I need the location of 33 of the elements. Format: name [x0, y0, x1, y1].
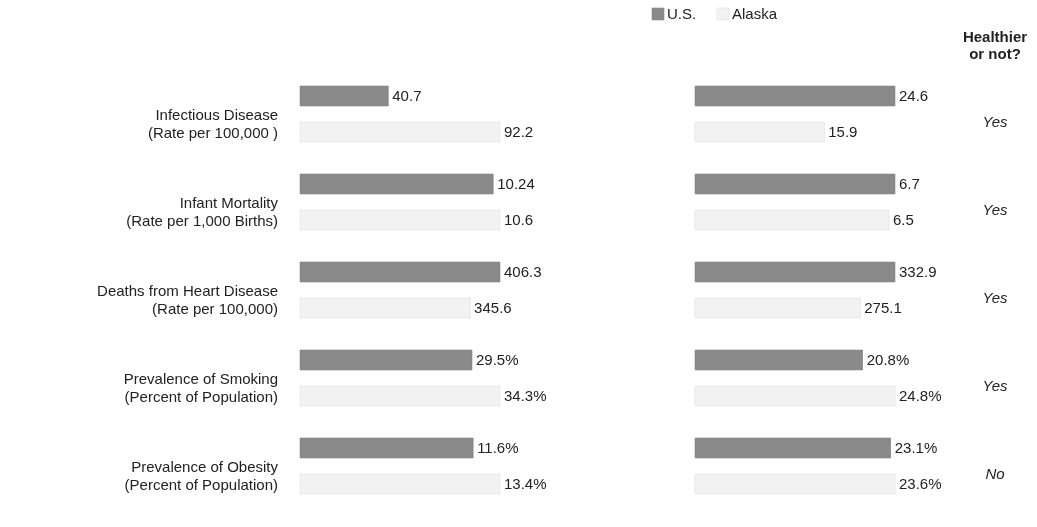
data-label: 15.9 [828, 123, 858, 141]
data-label: 10.6 [504, 211, 534, 229]
data-label: 40.7 [392, 87, 422, 105]
y-tick-label: Deaths from Heart Disease (Rate per 100,000) [97, 282, 278, 318]
data-label: 275.1 [864, 299, 902, 317]
data-label: 10.24 [497, 175, 535, 193]
data-label: 34.3% [504, 387, 547, 405]
y-tick-label: Infectious Disease (Rate per 100,000 ) [147, 106, 278, 142]
legend-label: Alaska [732, 5, 778, 23]
data-label: 11.6% [477, 439, 519, 457]
text: Yes [982, 201, 1008, 219]
data-label: 345.6 [474, 299, 512, 317]
data-label: 29.5% [476, 351, 519, 369]
data-label: 24.6 [899, 87, 929, 105]
text: Yes [982, 113, 1008, 131]
data-label: 92.2 [504, 123, 534, 141]
y-tick-label: Prevalence of Obesity (Percent of Population) [124, 458, 279, 494]
text: No [985, 465, 1005, 483]
data-label: 6.7 [899, 175, 920, 193]
text: Healthier or not? [962, 28, 1028, 63]
data-label: 23.1% [894, 439, 938, 457]
data-label: 332.9 [899, 263, 937, 281]
text: Yes [982, 377, 1008, 395]
data-label: 24.8% [899, 387, 942, 405]
legend-label: U.S. [667, 5, 697, 23]
data-label: 20.8% [866, 351, 910, 369]
text: Yes [982, 289, 1008, 307]
data-label: 13.4% [504, 475, 547, 493]
y-tick-label: Prevalence of Smoking (Percent of Population) [123, 370, 278, 406]
y-tick-label: Infant Mortality (Rate per 1,000 Births) [126, 194, 279, 230]
data-label: 6.5 [893, 211, 914, 229]
data-label: 406.3 [504, 263, 542, 281]
data-label: 23.6% [899, 475, 942, 493]
